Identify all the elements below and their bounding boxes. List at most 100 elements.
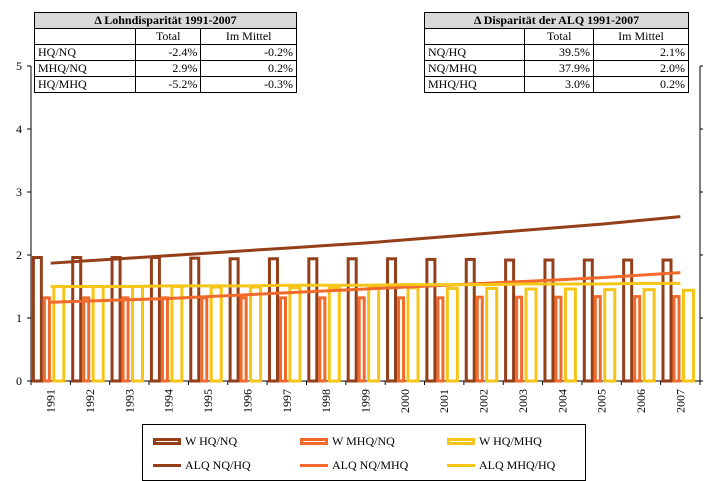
wage-row-label: HQ/MHQ [33, 76, 137, 93]
legend-swatch-alq-mhq-hq [447, 464, 475, 467]
bar-w-hq-nq [425, 257, 437, 383]
x-tick-label: 2006 [634, 389, 648, 413]
bar-w-hq-nq [149, 256, 161, 383]
legend-swatch-alq-nq-mhq [300, 464, 328, 467]
bar-w-mhq-nq [42, 296, 51, 383]
bar-w-hq-nq [504, 258, 516, 383]
wage-table-col-mean: Im Mittel [200, 28, 297, 45]
x-tick-label: 2003 [516, 389, 530, 413]
y-tick-label: 4 [16, 122, 22, 136]
bar-w-mhq-nq [672, 295, 681, 383]
chart-bars [31, 256, 695, 383]
chart-lines [50, 215, 681, 304]
bar-w-mhq-nq [436, 296, 445, 383]
bar-w-hq-mhq [249, 285, 263, 383]
wage-row-total: -5.2% [135, 76, 202, 93]
wage-row-total: -2.4% [135, 44, 202, 61]
bar-w-mhq-nq [357, 296, 366, 383]
x-tick-label: 2000 [398, 389, 412, 413]
alq-table-corner [423, 28, 526, 45]
legend-item-alq-mhq-hq: ALQ MHQ/HQ [447, 458, 555, 473]
x-tick-label: 1991 [44, 389, 58, 413]
bar-w-hq-mhq [288, 286, 302, 383]
alq-table-col-total: Total [524, 28, 594, 45]
bar-w-mhq-nq [475, 295, 484, 383]
legend-item-w-hq-mhq: W HQ/MHQ [447, 434, 542, 449]
bar-w-hq-nq [543, 258, 555, 383]
legend-item-w-mhq-nq: W MHQ/NQ [300, 434, 395, 449]
y-tick-label: 0 [16, 374, 22, 388]
x-tick-label: 2001 [437, 389, 451, 413]
alq-row-total: 37.9% [524, 60, 594, 77]
legend-swatch-w-mhq-nq [300, 438, 328, 445]
bar-w-hq-mhq [642, 288, 656, 383]
wage-row-mean: -0.2% [200, 44, 297, 61]
y-tick-label: 2 [16, 248, 22, 262]
bar-w-hq-nq [307, 257, 319, 383]
legend-swatch-w-hq-mhq [447, 438, 475, 445]
bar-w-hq-mhq [563, 287, 577, 383]
x-tick-label: 1992 [83, 389, 97, 413]
wage-row-label: HQ/NQ [33, 44, 137, 61]
x-tick-label: 1997 [280, 389, 294, 413]
legend-item-w-hq-nq: W HQ/NQ [153, 434, 237, 449]
y-tick-label: 5 [16, 59, 22, 73]
wage-table-col-total: Total [135, 28, 202, 45]
x-tick-label: 1995 [201, 389, 215, 413]
wage-row-mean: 0.2% [200, 60, 297, 77]
x-tick-label: 2002 [477, 389, 491, 413]
y-tick-label: 1 [16, 311, 22, 325]
bar-w-hq-nq [464, 257, 476, 383]
legend-item-alq-nq-mhq: ALQ NQ/MHQ [300, 458, 408, 473]
bar-w-hq-mhq [406, 286, 420, 383]
alq-table-col-mean: Im Mittel [592, 28, 690, 45]
legend-label: ALQ NQ/HQ [185, 458, 251, 472]
bar-w-hq-nq [346, 257, 358, 383]
bar-w-hq-mhq [209, 285, 223, 383]
bar-w-hq-nq [189, 256, 201, 383]
wage-row-label: MHQ/NQ [33, 60, 137, 77]
line-alq-nq-mhq [50, 271, 681, 304]
bar-w-mhq-nq [278, 296, 287, 383]
bar-w-mhq-nq [200, 296, 209, 383]
legend-item-alq-nq-hq: ALQ NQ/HQ [153, 458, 251, 473]
legend-label: W MHQ/NQ [332, 434, 395, 448]
legend-label: ALQ MHQ/HQ [479, 458, 556, 472]
bar-w-hq-nq [228, 257, 240, 383]
wage-disparity-table: Δ Lohndisparität 1991-2007 Total Im Mitt… [33, 12, 297, 93]
bar-w-hq-mhq [367, 286, 381, 383]
legend-swatch-w-hq-nq [153, 438, 181, 445]
x-tick-label: 2004 [555, 389, 569, 413]
x-tick-label: 2007 [673, 389, 687, 413]
alq-table-title: Δ Disparität der ALQ 1991-2007 [424, 12, 689, 29]
bar-w-mhq-nq [121, 296, 130, 383]
legend-label: ALQ NQ/MHQ [332, 458, 409, 472]
bar-w-hq-mhq [681, 288, 695, 383]
bar-w-mhq-nq [160, 296, 169, 383]
wage-table-title: Δ Lohndisparität 1991-2007 [34, 12, 297, 29]
alq-row-mean: 2.1% [592, 44, 690, 61]
bar-w-hq-nq [582, 258, 594, 383]
bar-w-hq-nq [110, 256, 122, 383]
bar-w-hq-mhq [524, 287, 538, 383]
bar-w-mhq-nq [554, 295, 563, 383]
bar-w-mhq-nq [593, 295, 602, 383]
line-alq-mhq-hq [50, 281, 681, 288]
line-alq-nq-hq [50, 215, 681, 265]
alq-row-total: 3.0% [524, 76, 594, 93]
x-tick-label: 1994 [162, 389, 176, 413]
x-tick-label: 1996 [240, 389, 254, 413]
alq-row-label: MHQ/HQ [423, 76, 526, 93]
bar-w-mhq-nq [239, 296, 248, 383]
x-tick-label: 1993 [122, 389, 136, 413]
alq-row-label: NQ/MHQ [423, 60, 526, 77]
alq-row-label: NQ/HQ [423, 44, 526, 61]
bar-w-hq-mhq [485, 286, 499, 383]
bar-w-mhq-nq [397, 296, 406, 383]
bar-w-hq-nq [386, 257, 398, 383]
legend-label: W HQ/NQ [185, 434, 238, 448]
alq-disparity-table: Δ Disparität der ALQ 1991-2007 Total Im … [423, 12, 690, 93]
wage-row-mean: -0.3% [200, 76, 297, 93]
alq-row-mean: 2.0% [592, 60, 690, 77]
